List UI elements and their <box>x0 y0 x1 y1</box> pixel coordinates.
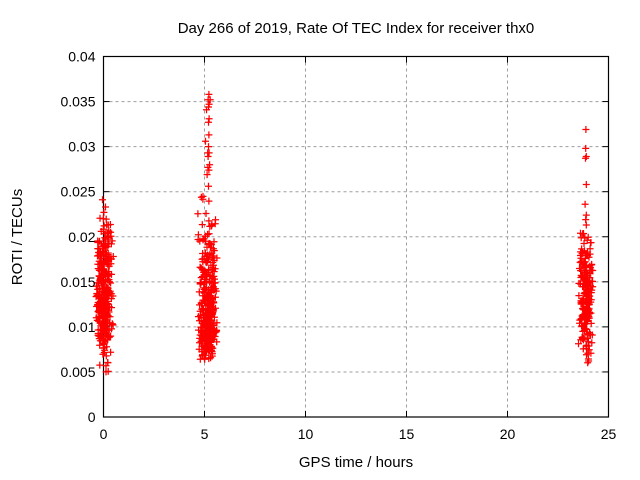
plot-border <box>102 55 610 418</box>
y-tick-label: 0.02 <box>68 229 95 245</box>
y-tick-label: 0.01 <box>68 319 95 335</box>
y-tick-label: 0.035 <box>60 94 95 110</box>
x-axis-label: GPS time / hours <box>299 454 413 471</box>
x-tick-label: 25 <box>601 426 617 442</box>
y-tick-label: 0.04 <box>68 49 95 65</box>
y-axis-label: ROTI / TECUs <box>9 189 26 285</box>
chart-title: Day 266 of 2019, Rate Of TEC Index for r… <box>178 20 535 37</box>
y-tick-label: 0.03 <box>68 139 95 155</box>
x-tick-label: 0 <box>100 426 108 442</box>
x-tick-label: 20 <box>500 426 516 442</box>
data-points <box>92 90 597 376</box>
y-tick-label: 0.015 <box>60 274 95 290</box>
y-tick-label: 0.005 <box>60 364 95 380</box>
y-tick-label: 0.025 <box>60 184 95 200</box>
x-tick-labels: 0 5 10 15 20 25 <box>100 426 617 442</box>
x-tick-label: 15 <box>399 426 415 442</box>
y-tick-labels: 0 0.005 0.01 0.015 0.02 0.025 0.03 0.035 0.04 <box>60 49 95 426</box>
y-tick-label: 0 <box>88 409 96 425</box>
x-tick-label: 5 <box>201 426 209 442</box>
grid <box>103 56 609 417</box>
x-tick-label: 10 <box>298 426 314 442</box>
